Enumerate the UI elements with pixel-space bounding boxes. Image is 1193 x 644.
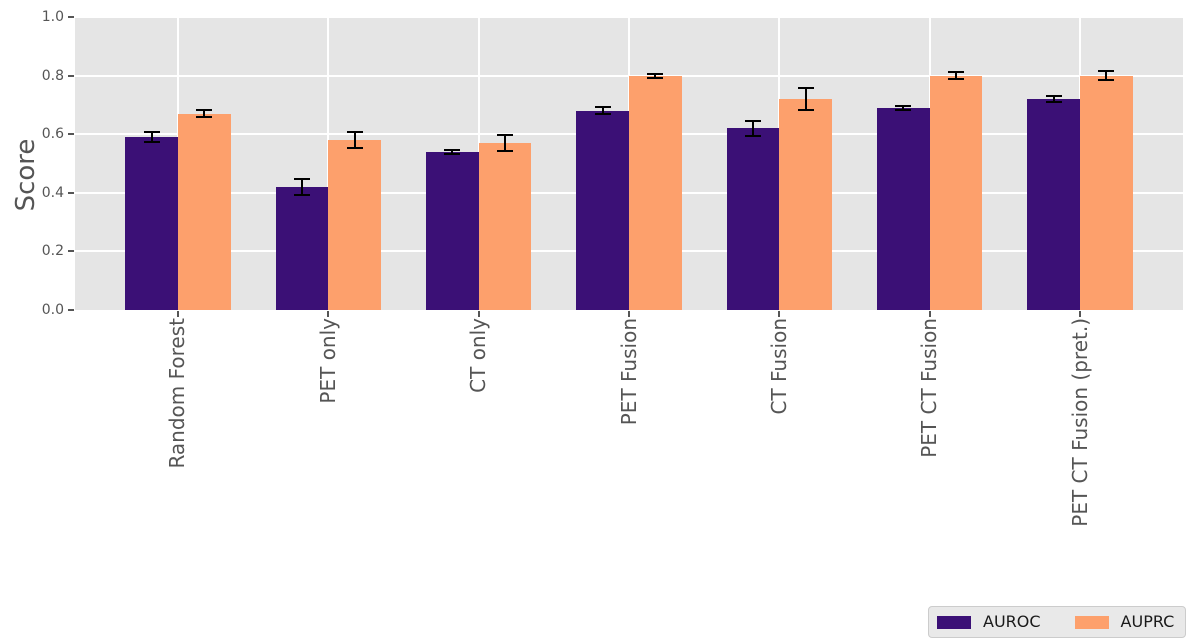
bar-auroc <box>1027 99 1080 310</box>
error-bar-stem <box>752 119 755 138</box>
legend-item-auroc: AUROC <box>937 614 1041 630</box>
y-tick-label: 0.8 <box>41 67 64 84</box>
bar-auroc <box>426 151 479 310</box>
y-tick-label: 0.2 <box>41 243 64 260</box>
legend: AUROC AUPRC <box>928 606 1186 638</box>
error-bar-cap-top <box>346 131 363 134</box>
y-tick-label: 1.0 <box>41 9 64 25</box>
plot-area <box>75 16 1183 310</box>
error-bar-cap-bottom <box>196 116 213 119</box>
y-tick-label: 0.4 <box>41 184 64 201</box>
x-tick-mark <box>477 311 480 317</box>
error-bar-cap-top <box>797 87 814 90</box>
legend-label-auprc: AUPRC <box>1120 612 1175 631</box>
error-bar-stem <box>954 71 957 80</box>
error-bar-cap-bottom <box>496 149 513 152</box>
error-bar-cap-bottom <box>294 193 310 196</box>
error-bar-stem <box>654 72 657 79</box>
error-bar-cap-bottom <box>797 108 814 111</box>
error-bar-stem <box>601 106 604 116</box>
error-bar-cap-bottom <box>1045 101 1062 104</box>
x-tick-label-text: CT Fusion <box>766 318 791 415</box>
bar-auroc <box>125 137 178 310</box>
error-bar-cap-bottom <box>444 152 461 155</box>
error-bar-stem <box>1052 94 1055 104</box>
bar-auprc <box>929 75 983 310</box>
x-tick-mark <box>778 311 781 317</box>
bar-auprc <box>478 143 532 310</box>
error-bar-cap-top <box>496 134 513 137</box>
error-bar-cap-top <box>947 71 964 74</box>
error-bar-cap-top <box>196 109 213 112</box>
bar-auprc <box>779 99 832 310</box>
x-tick-label-text: CT only <box>466 318 491 393</box>
y-tick-label: 0.6 <box>41 126 64 143</box>
bar-auroc <box>726 128 780 310</box>
legend-item-auprc: AUPRC <box>1074 612 1175 631</box>
x-tick-label-text: PET CT Fusion (pret.) <box>1067 318 1092 527</box>
error-bar-cap-bottom <box>1098 79 1115 82</box>
error-bar-stem <box>902 104 905 111</box>
error-bar-cap-bottom <box>346 146 363 149</box>
bar-auroc <box>576 110 629 310</box>
error-bar-stem <box>203 109 206 119</box>
bar-auprc <box>177 113 231 310</box>
error-bar-cap-bottom <box>947 77 964 80</box>
y-tick-mark <box>68 191 74 194</box>
error-bar-cap-top <box>647 72 664 75</box>
x-tick-label-text: PET only <box>315 318 340 404</box>
y-tick-mark <box>68 133 74 136</box>
error-bar-cap-top <box>1045 94 1062 97</box>
auroc-swatch <box>937 615 971 629</box>
bar-auroc <box>275 186 329 310</box>
y-tick-mark <box>68 250 74 253</box>
error-bar-cap-bottom <box>143 140 160 143</box>
error-bar-cap-bottom <box>647 76 664 79</box>
y-tick-mark <box>68 16 74 18</box>
error-bar-cap-top <box>745 119 762 122</box>
error-bar-stem <box>301 178 303 196</box>
error-bar-cap-top <box>294 178 310 181</box>
x-tick-mark <box>628 311 630 317</box>
x-tick-mark <box>327 311 330 317</box>
error-bar-cap-top <box>895 104 912 107</box>
x-tick-mark <box>176 311 179 317</box>
bar-auroc <box>877 107 930 310</box>
error-bar-stem <box>503 134 506 152</box>
x-tick-label-text: PET Fusion <box>616 318 641 426</box>
error-bar-cap-top <box>444 148 461 151</box>
bar-auprc <box>328 140 381 310</box>
error-bar-cap-top <box>1098 69 1115 72</box>
error-bar-stem <box>353 131 356 149</box>
bar-auprc <box>629 75 682 310</box>
x-tick-label-text: PET CT Fusion <box>917 318 942 458</box>
x-tick-mark <box>928 311 931 317</box>
error-bar-cap-bottom <box>594 113 611 116</box>
error-bar-cap-bottom <box>745 135 762 138</box>
error-bar-stem <box>804 87 807 111</box>
y-tick-label: 0.0 <box>41 302 64 318</box>
bar-auprc <box>1080 75 1133 310</box>
auprc-swatch <box>1074 615 1109 629</box>
x-tick-mark <box>1079 311 1082 317</box>
error-bar-cap-bottom <box>895 108 912 111</box>
error-bar-stem <box>1105 69 1108 82</box>
error-bar-cap-top <box>594 106 611 109</box>
y-tick-mark <box>68 309 74 311</box>
error-bar-stem <box>150 131 153 143</box>
error-bar-cap-top <box>143 131 160 134</box>
y-tick-mark <box>68 74 74 77</box>
error-bar-stem <box>451 148 454 155</box>
x-tick-label-text: Random Forest <box>165 318 190 469</box>
legend-label-auroc: AUROC <box>983 612 1041 631</box>
